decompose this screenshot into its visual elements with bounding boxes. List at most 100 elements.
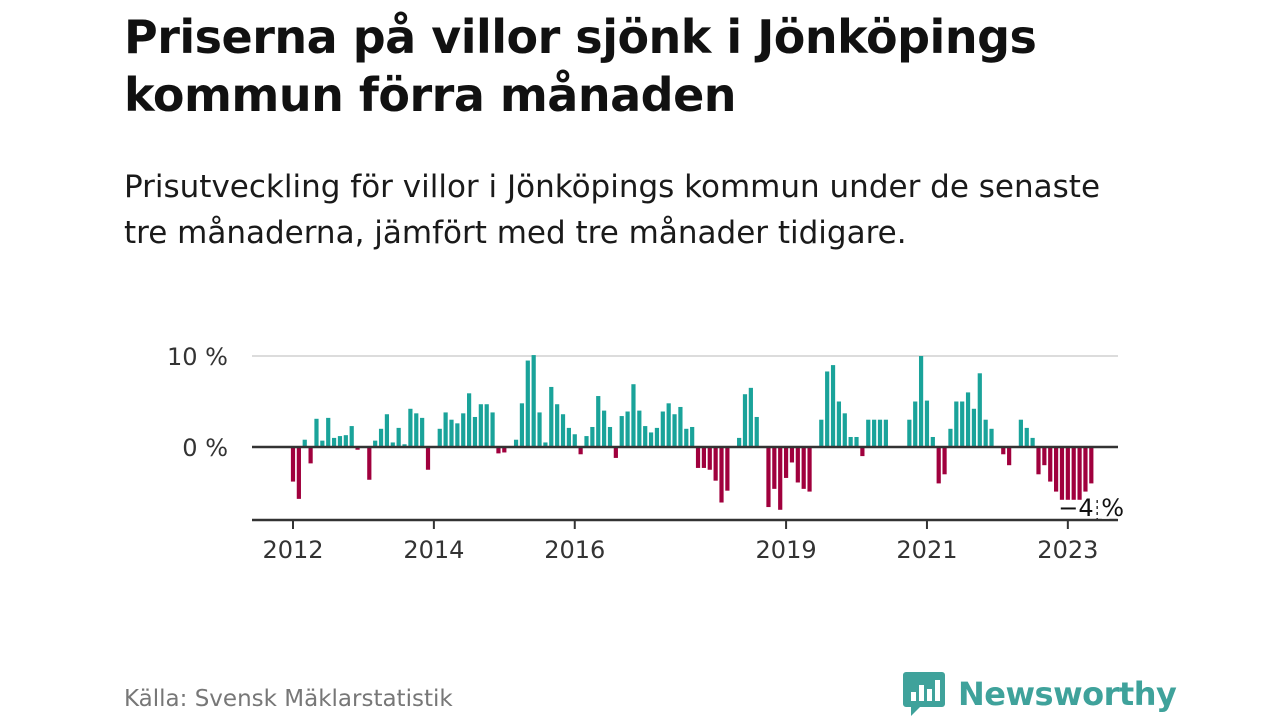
bar bbox=[1071, 447, 1076, 500]
bar bbox=[913, 401, 918, 447]
bar bbox=[631, 384, 636, 447]
bar bbox=[607, 426, 613, 447]
bar bbox=[602, 410, 607, 447]
x-tick-label: 2014 bbox=[403, 536, 464, 564]
bar bbox=[789, 447, 795, 463]
x-tick-label: 2023 bbox=[1037, 536, 1098, 564]
bar bbox=[654, 427, 660, 447]
bar bbox=[737, 437, 742, 447]
labels: 0 % 10 % 2012 2014 2016 2019 2021 2023 −4 % bbox=[167, 343, 1127, 564]
bar bbox=[373, 440, 378, 447]
x-tick-label: 2012 bbox=[262, 536, 323, 564]
bar bbox=[355, 447, 360, 450]
bar bbox=[437, 428, 442, 447]
y-tick-label: 10 % bbox=[167, 343, 228, 371]
bar bbox=[983, 419, 988, 447]
bar bbox=[877, 419, 883, 447]
bar bbox=[936, 447, 941, 484]
bar bbox=[1007, 447, 1012, 466]
bar bbox=[772, 447, 777, 489]
bar bbox=[420, 417, 425, 447]
bar bbox=[860, 447, 865, 457]
bar bbox=[378, 428, 384, 447]
bar bbox=[666, 403, 671, 447]
bar bbox=[1089, 447, 1094, 484]
bar bbox=[1065, 447, 1070, 500]
bar bbox=[619, 416, 624, 447]
bar bbox=[690, 426, 695, 447]
x-tick-label: 2021 bbox=[896, 536, 957, 564]
x-tick-label: 2019 bbox=[756, 536, 817, 564]
bar bbox=[461, 413, 466, 447]
bar bbox=[513, 439, 519, 447]
bar bbox=[872, 419, 877, 447]
bar bbox=[560, 414, 566, 447]
bar-chart: 0 % 10 % 2012 2014 2016 2019 2021 2023 −4 % bbox=[167, 343, 1127, 564]
bar bbox=[701, 447, 706, 468]
bar bbox=[695, 447, 701, 468]
bar bbox=[954, 401, 959, 447]
bar bbox=[960, 401, 965, 447]
bar bbox=[308, 447, 313, 464]
bar bbox=[349, 426, 354, 447]
bar bbox=[848, 436, 853, 447]
bar bbox=[830, 365, 836, 447]
bar bbox=[783, 447, 789, 478]
bar bbox=[713, 447, 718, 481]
bar bbox=[519, 403, 525, 447]
bar bbox=[337, 436, 343, 447]
bar bbox=[643, 426, 648, 447]
bar bbox=[1077, 447, 1082, 500]
newsworthy-logo-icon bbox=[903, 672, 945, 716]
bar bbox=[1030, 437, 1035, 447]
bar bbox=[977, 373, 982, 447]
bar bbox=[842, 413, 847, 447]
bar bbox=[795, 447, 800, 483]
bar bbox=[572, 434, 577, 447]
bar bbox=[883, 419, 888, 447]
bar bbox=[384, 414, 390, 447]
bar bbox=[648, 432, 654, 447]
bar bbox=[942, 447, 947, 475]
bar bbox=[467, 393, 472, 447]
chart-title: Priserna på villor sjönk i Jönköpings ko… bbox=[124, 10, 1037, 122]
bar bbox=[455, 423, 460, 447]
bar bbox=[719, 447, 724, 503]
bar bbox=[613, 447, 618, 458]
bar bbox=[836, 401, 842, 447]
bar bbox=[948, 428, 953, 447]
newsworthy-logo: Newsworthy bbox=[902, 670, 1177, 718]
bar bbox=[290, 447, 296, 482]
bar bbox=[1018, 419, 1023, 447]
bar bbox=[326, 417, 331, 447]
bar bbox=[1024, 427, 1029, 447]
bar bbox=[408, 408, 413, 447]
chart-subtitle: Prisutveckling för villor i Jönköpings k… bbox=[124, 169, 1101, 251]
bar bbox=[496, 447, 501, 454]
bar bbox=[1059, 447, 1065, 500]
bar bbox=[443, 412, 448, 447]
bar bbox=[707, 447, 712, 470]
bar bbox=[825, 371, 830, 447]
brand-name: Newsworthy bbox=[958, 675, 1177, 713]
bar bbox=[343, 435, 348, 447]
axes bbox=[252, 445, 1118, 529]
bar bbox=[742, 394, 748, 447]
bar bbox=[390, 442, 395, 447]
bar bbox=[484, 404, 489, 447]
bar bbox=[596, 396, 601, 447]
bar bbox=[302, 439, 307, 447]
bar bbox=[1036, 447, 1041, 475]
bar bbox=[766, 447, 771, 508]
bar bbox=[989, 428, 994, 447]
bar bbox=[531, 355, 536, 447]
bar bbox=[578, 447, 583, 455]
bar bbox=[584, 436, 589, 447]
bar bbox=[930, 436, 935, 447]
bar bbox=[449, 419, 454, 447]
bar bbox=[478, 404, 483, 447]
bar bbox=[555, 404, 560, 447]
bar bbox=[1083, 447, 1088, 492]
bar bbox=[1042, 447, 1047, 466]
bar bbox=[490, 412, 495, 447]
